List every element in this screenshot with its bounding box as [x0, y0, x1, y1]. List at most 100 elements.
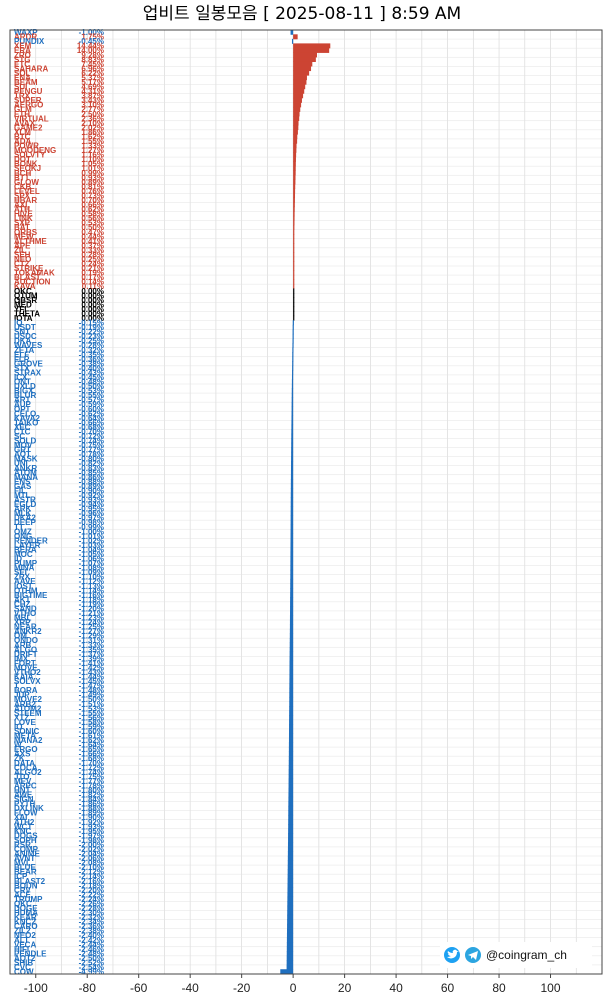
symbol-label: ASTR [14, 496, 36, 505]
bar [289, 715, 294, 721]
percent-label: -0.68% [79, 423, 104, 432]
symbol-label: SUPER [14, 96, 42, 105]
symbol-label: ARK [14, 505, 32, 514]
bar [291, 392, 294, 398]
bar [291, 424, 294, 430]
percent-label: 4.69% [81, 83, 104, 92]
percent-label: 3.10% [81, 101, 104, 110]
bar [289, 696, 294, 702]
bar [286, 960, 294, 966]
symbol-label: SAND [14, 604, 37, 613]
percent-label: -2.48% [79, 949, 104, 958]
symbol-label: KAIA [14, 673, 34, 682]
percent-label: -1.64% [79, 741, 104, 750]
bar [293, 211, 295, 217]
bar [292, 370, 294, 376]
bar [287, 869, 294, 875]
percent-label: -0.45% [79, 373, 104, 382]
bar [292, 342, 294, 348]
bar [280, 969, 294, 975]
bar [291, 456, 294, 462]
percent-label: -1.39% [79, 654, 104, 663]
bar [286, 951, 294, 957]
percent-label: -1.60% [79, 727, 104, 736]
bar [291, 447, 294, 453]
symbol-label: ADA [14, 137, 32, 146]
bar [293, 75, 307, 81]
symbol-label: DOGE [14, 904, 38, 913]
symbol-label: WAVES [14, 341, 43, 350]
symbol-label: VTHO2 [14, 668, 41, 677]
percent-label: 1.75% [81, 33, 104, 42]
percent-label: -1.50% [79, 695, 104, 704]
percent-label: 1.10% [81, 155, 104, 164]
bar [290, 529, 294, 534]
percent-label: -0.77% [79, 446, 104, 455]
percent-label: -1.68% [79, 754, 104, 763]
bar [293, 47, 330, 53]
percent-label: -2.10% [79, 863, 104, 872]
symbol-label: GLM [14, 105, 32, 114]
symbol-label: QKC [14, 899, 32, 908]
percent-label: -1.00% [79, 28, 104, 37]
bar [288, 774, 294, 780]
bar [287, 855, 294, 861]
symbol-label: ONG [14, 532, 32, 541]
grid [10, 29, 602, 975]
symbol-label: OPT [14, 405, 31, 414]
bar [291, 401, 294, 407]
symbol-label: ARPC [14, 781, 37, 790]
bar [293, 43, 331, 49]
symbol-label: MBL [14, 614, 31, 623]
symbol-label: STEEM [14, 709, 42, 718]
percent-label: -0.59% [79, 400, 104, 409]
symbol-label: SIGN [14, 795, 34, 804]
bar [291, 397, 294, 403]
symbol-label: BONK [14, 160, 38, 169]
bar [287, 878, 294, 884]
percent-label: 0.62% [81, 205, 104, 214]
percent-label: -1.58% [79, 718, 104, 727]
bar [290, 506, 294, 512]
x-tick-label: 100 [541, 981, 561, 995]
symbol-label: BIGTIME [14, 591, 48, 600]
symbol-label: SEH [14, 250, 31, 259]
symbol-label: ORBS [14, 228, 38, 237]
symbol-label: OTHM [14, 586, 38, 595]
bar [293, 247, 295, 253]
symbol-label: FLR [14, 355, 30, 364]
row-labels: WAXP -1.00% ARDR 1.75% PUNDIX -0.45% XEM 14.44%… [14, 28, 104, 976]
percent-label: -0.89% [79, 482, 104, 491]
symbol-label: T [14, 682, 19, 691]
symbol-label: DATA [14, 759, 35, 768]
symbol-label: KNC [14, 827, 32, 836]
percent-label: -2.06% [79, 854, 104, 863]
percent-label: 3.87% [81, 92, 104, 101]
bar [288, 746, 294, 752]
percent-label: 1.16% [81, 151, 104, 160]
symbol-label: MOODENG [14, 146, 56, 155]
symbol-label: W [14, 741, 22, 750]
bar [292, 361, 294, 367]
symbol-label: PENGU [14, 87, 43, 96]
symbol-label: TRX [14, 92, 31, 101]
symbol-label: XTZ [14, 713, 29, 722]
symbol-label: ARB2 [14, 700, 36, 709]
bar [288, 765, 294, 770]
bar [293, 125, 299, 131]
percent-label: -1.12% [79, 577, 104, 586]
symbol-label: GRT [14, 446, 31, 455]
symbol-label: BLUR [14, 391, 36, 400]
bar [293, 161, 296, 167]
percent-label: 4.31% [81, 87, 104, 96]
bar [288, 796, 294, 802]
bar [289, 651, 294, 657]
bar [290, 538, 294, 544]
bar [293, 193, 296, 199]
percent-label: -0.82% [79, 459, 104, 468]
x-tick-label: -20 [233, 981, 251, 995]
percent-label: -0.23% [79, 332, 104, 341]
symbol-label: QTUM [14, 291, 38, 300]
symbol-label: ELF [14, 350, 29, 359]
bar [287, 896, 294, 902]
